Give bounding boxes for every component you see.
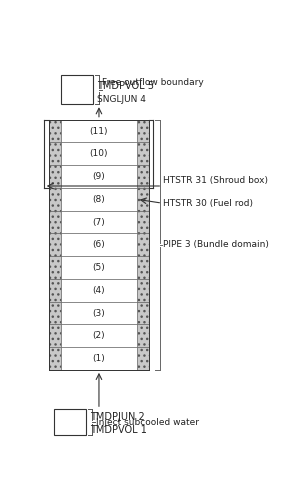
Bar bbox=[137, 188, 149, 210]
Bar bbox=[61, 302, 137, 324]
Bar bbox=[61, 76, 93, 104]
Bar bbox=[137, 142, 149, 165]
Bar bbox=[137, 347, 149, 370]
Text: Free outflow boundary: Free outflow boundary bbox=[102, 78, 204, 86]
Bar bbox=[49, 302, 61, 324]
Text: (8): (8) bbox=[93, 195, 105, 204]
Bar bbox=[61, 279, 137, 301]
Bar bbox=[61, 324, 137, 347]
Bar bbox=[137, 210, 149, 234]
Bar bbox=[49, 234, 61, 256]
Text: (2): (2) bbox=[93, 332, 105, 340]
Bar bbox=[61, 142, 137, 165]
Text: SNGLJUN 4: SNGLJUN 4 bbox=[97, 96, 146, 104]
Bar bbox=[61, 256, 137, 279]
Text: (7): (7) bbox=[93, 218, 105, 226]
Bar bbox=[54, 409, 86, 436]
Bar bbox=[49, 256, 61, 279]
Text: (3): (3) bbox=[93, 308, 105, 318]
Bar bbox=[61, 120, 137, 142]
Bar bbox=[49, 142, 61, 165]
Text: Inject subcooled water: Inject subcooled water bbox=[96, 418, 199, 427]
Bar bbox=[137, 256, 149, 279]
Bar bbox=[49, 324, 61, 347]
Bar bbox=[49, 165, 61, 188]
Text: TMDPVOL 1: TMDPVOL 1 bbox=[91, 424, 147, 434]
Text: (1): (1) bbox=[93, 354, 105, 363]
Bar bbox=[49, 279, 61, 301]
Bar bbox=[49, 210, 61, 234]
Text: (10): (10) bbox=[90, 150, 108, 158]
Text: (9): (9) bbox=[93, 172, 105, 181]
Bar bbox=[49, 120, 61, 142]
Bar bbox=[137, 234, 149, 256]
Bar bbox=[61, 347, 137, 370]
Bar bbox=[61, 210, 137, 234]
Text: HTSTR 31 (Shroud box): HTSTR 31 (Shroud box) bbox=[163, 176, 268, 184]
Bar bbox=[137, 120, 149, 142]
Bar bbox=[61, 188, 137, 210]
Bar bbox=[61, 234, 137, 256]
Bar bbox=[137, 165, 149, 188]
Bar bbox=[49, 188, 61, 210]
Bar bbox=[49, 347, 61, 370]
Bar bbox=[137, 302, 149, 324]
Text: (6): (6) bbox=[93, 240, 105, 250]
Text: (11): (11) bbox=[90, 126, 108, 136]
Bar bbox=[137, 279, 149, 301]
Text: (4): (4) bbox=[93, 286, 105, 295]
Bar bbox=[137, 324, 149, 347]
Text: PIPE 3 (Bundle domain): PIPE 3 (Bundle domain) bbox=[163, 240, 269, 250]
Text: (5): (5) bbox=[93, 263, 105, 272]
Text: TMDPJUN 2: TMDPJUN 2 bbox=[91, 412, 145, 422]
Text: TMDPVOL 5: TMDPVOL 5 bbox=[97, 80, 154, 90]
Text: HTSTR 30 (Fuel rod): HTSTR 30 (Fuel rod) bbox=[163, 198, 253, 207]
Bar bbox=[61, 165, 137, 188]
